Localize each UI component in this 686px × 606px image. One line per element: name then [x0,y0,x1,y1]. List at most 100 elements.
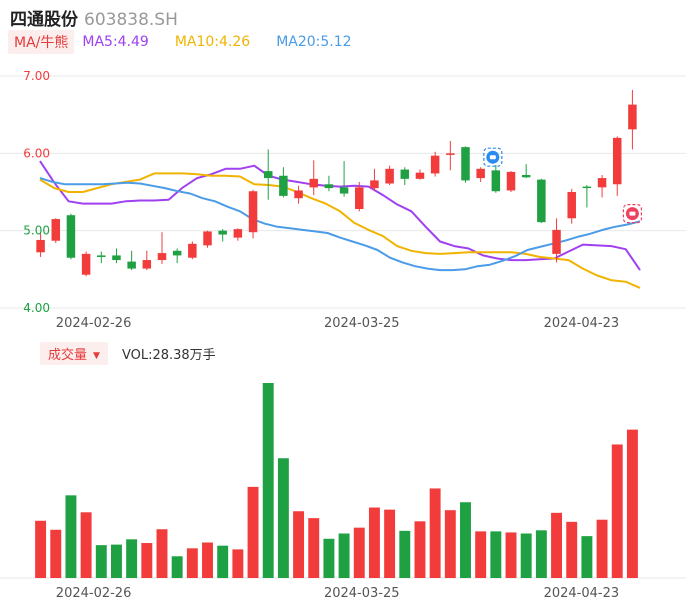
volume-value: VOL:28.38万手 [121,348,216,363]
volume-bar [65,495,77,578]
candle-body [248,191,258,233]
candle-body [66,215,76,258]
ma5-line [39,160,641,271]
price-tick-label: 5.00 [23,224,50,238]
candle-body [628,104,637,130]
ma-indicator-tab[interactable]: MA/牛熊 [8,30,75,54]
candle-body [142,260,152,269]
volume-bar [126,539,138,578]
volume-legend: 成交量 ▼ VOL:28.38万手 [40,342,216,365]
volume-bar [596,519,608,578]
candle-body [294,190,303,199]
candle-body [172,250,182,256]
candle-body [339,187,349,194]
candle-body [279,175,288,196]
volume-tab-label: 成交量 [48,348,88,363]
volume-indicator-dropdown[interactable]: 成交量 ▼ [40,342,108,365]
candle-body [612,137,622,185]
ma-legend: MA/牛熊 MA5:4.49 MA10:4.26 MA20:5.12 [8,30,378,54]
marker-glyph [629,211,636,216]
volume-bar [262,383,274,578]
ma5-label: MA5:4.49 [82,34,149,50]
candle-body [203,231,212,246]
price-tick-label: 6.00 [23,146,50,160]
marker-glyph [489,155,496,160]
candle-body [188,243,197,258]
marker-frame [622,204,643,224]
volume-bar [171,556,183,578]
stock-name: 四通股份 [10,10,78,30]
candle-body [370,180,379,189]
volume-bar [35,520,47,578]
volume-bar [80,512,92,578]
ma20-label: MA20:5.12 [276,34,352,50]
volume-date-label: 2024-02-26 [56,586,132,601]
volume-bar [414,521,426,578]
volume-bar [186,548,198,578]
candle-body [355,187,364,210]
volume-axis: 2024-02-26 2024-03-25 2024-04-23 [56,586,619,601]
volume-bar [217,545,229,578]
candle-body [506,171,516,191]
volume-bar [353,527,365,578]
volume-bar [611,444,623,578]
ma10-label: MA10:4.26 [174,34,251,50]
candle-body [567,192,576,219]
volume-bars [35,383,638,578]
candle-body [233,229,243,238]
volume-bar [384,509,396,578]
candle-body [552,229,561,254]
candle-body [309,178,318,188]
volume-bar [535,530,547,578]
price-tick-label: 7.00 [23,69,50,83]
price-grid [0,75,686,309]
volume-bar [429,488,441,578]
ma20-line [39,177,641,272]
volume-date-label: 2024-04-23 [544,586,620,601]
candle-body [157,253,167,261]
candle-body [263,171,273,179]
candle-body [582,186,592,189]
volume-date-label: 2024-03-25 [324,586,400,601]
volume-bar [490,531,502,578]
candle-body [127,261,136,269]
volume-bar [626,429,638,578]
volume-bar [141,543,153,578]
price-date-label: 2024-03-25 [324,316,400,331]
caret-down-icon: ▼ [93,351,100,361]
volume-bar [95,545,107,578]
candle-body [476,168,485,179]
volume-bar [460,502,471,578]
marker-frame [483,147,503,167]
volume-bar [444,510,456,578]
moving-average-lines [39,160,641,289]
candle-body [97,255,106,257]
price-axis: 7.00 6.00 5.00 4.00 2024-02-26 2024-03-25 2024… [23,69,619,331]
candle-body [597,178,607,188]
ma10-line [39,172,641,289]
volume-bar [202,542,213,578]
volume-bar [50,529,62,578]
candle-body [81,253,91,275]
candle-body [400,169,410,179]
candle-body [521,174,531,178]
candle-body [415,172,425,179]
price-date-label: 2024-04-23 [544,316,620,331]
candle-body [491,170,501,192]
candle-body [537,179,546,223]
price-tick-label: 4.00 [23,301,50,315]
bear-icon[interactable] [483,147,503,167]
candle-body [385,168,394,184]
candle-body [218,230,227,235]
bull-icon[interactable] [622,204,643,224]
signal-markers [483,147,643,224]
volume-bar [232,549,244,578]
volume-bar [247,486,259,578]
volume-bar [308,518,320,578]
candlesticks [36,89,637,277]
volume-bar [293,511,305,578]
candle-body [112,255,121,261]
volume-bar [323,538,335,578]
stock-code: 603838.SH [84,10,178,30]
